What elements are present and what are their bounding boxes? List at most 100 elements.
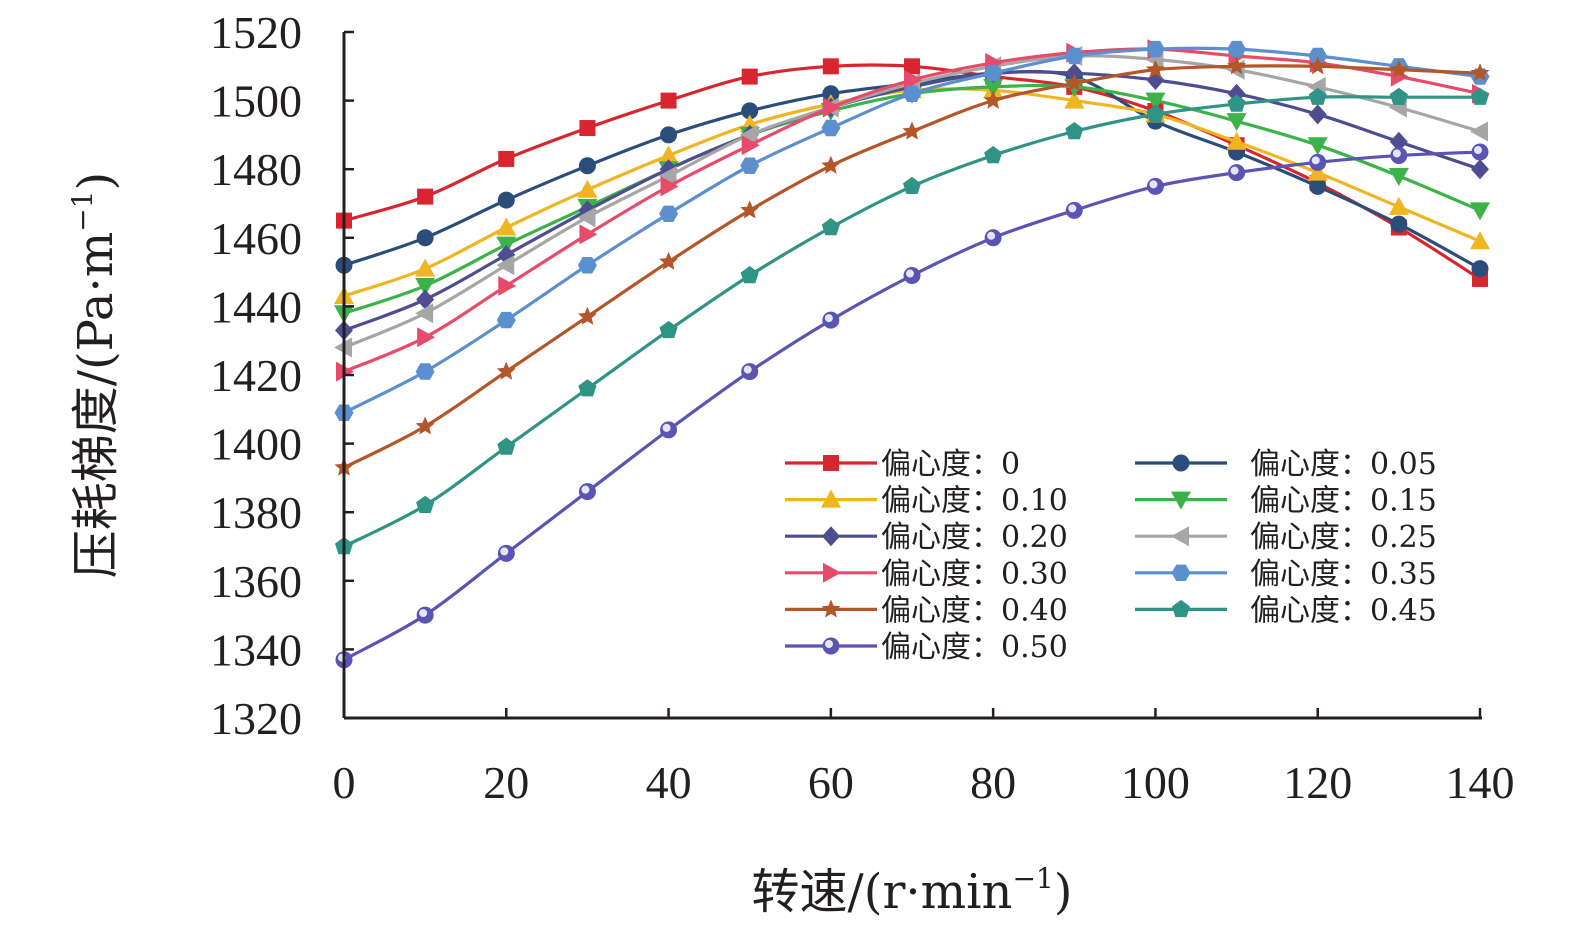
x-axis-title-exponent: −1 <box>1012 862 1053 895</box>
data-point-s2-1 <box>415 258 436 277</box>
x-axis-title-main: 转速/(r·min <box>752 864 1013 920</box>
data-point-s6-2 <box>498 275 517 296</box>
data-point-s0-5 <box>741 68 758 85</box>
data-point-s10-11 <box>1228 164 1246 182</box>
legend-label-8: 偏心度：0.40 <box>881 593 1068 628</box>
data-point-s10-7-highlight <box>906 269 914 278</box>
data-point-s10-14 <box>1471 143 1489 161</box>
data-point-s8-14 <box>1470 63 1490 82</box>
data-point-s10-12-highlight <box>1311 156 1320 165</box>
legend-item-0: 偏心度：0 <box>785 447 1020 482</box>
x-axis-title-end: ) <box>1054 864 1073 920</box>
data-point-s7-9 <box>1064 47 1084 65</box>
series-7 <box>334 40 1490 421</box>
data-point-s7-11 <box>1227 40 1247 58</box>
x-tick-label-5: 100 <box>1121 757 1190 808</box>
y-axis-title-end: ) <box>68 172 124 191</box>
legend-label-1: 偏心度：0.05 <box>1250 447 1437 482</box>
data-point-s5-2 <box>496 255 515 276</box>
x-tick-label-6: 120 <box>1283 757 1352 808</box>
legend-label-0: 偏心度：0 <box>881 447 1020 482</box>
data-point-s1-14 <box>1471 260 1489 278</box>
data-point-s0-2 <box>498 150 515 167</box>
data-point-s0-7 <box>904 58 920 75</box>
legend-item-2: 偏心度：0.10 <box>785 484 1068 519</box>
data-point-s10-5 <box>741 363 759 381</box>
legend-marker-10-highlight <box>825 640 833 648</box>
series-8 <box>334 56 1490 476</box>
y-tick-label-4: 1400 <box>210 419 302 470</box>
data-point-s7-4 <box>659 205 679 222</box>
data-point-s2-2 <box>496 217 517 236</box>
data-point-s10-8-highlight <box>987 231 996 240</box>
data-point-s1-6 <box>822 85 840 103</box>
data-point-s4-9 <box>1065 63 1084 84</box>
data-point-s9-1 <box>416 495 435 513</box>
legend-label-7: 偏心度：0.35 <box>1250 557 1437 592</box>
legend-item-6: 偏心度：0.30 <box>785 557 1068 592</box>
data-point-s10-14-highlight <box>1474 146 1482 155</box>
legend-label-6: 偏心度：0.30 <box>881 557 1068 592</box>
legend-item-9: 偏心度：0.45 <box>1135 593 1437 628</box>
data-point-s8-13 <box>1389 59 1409 78</box>
data-point-s2-12 <box>1307 162 1328 181</box>
legend-marker-8 <box>821 599 841 618</box>
data-point-s1-13 <box>1390 215 1408 233</box>
data-point-s0-4 <box>660 92 677 109</box>
data-point-s9-14 <box>1471 87 1489 105</box>
y-axis-title-main: 压耗梯度/(Pa·m <box>68 232 124 578</box>
data-point-s10-7 <box>903 267 921 285</box>
data-point-s7-5 <box>740 157 760 174</box>
data-point-s10-10 <box>1146 177 1164 195</box>
data-point-s10-2-highlight <box>500 547 509 556</box>
legend-item-5: 偏心度：0.25 <box>1135 520 1437 555</box>
data-point-s8-9 <box>1064 73 1084 92</box>
series-layer <box>334 39 1490 669</box>
data-point-s9-12 <box>1308 87 1327 105</box>
data-point-s4-12 <box>1308 104 1327 125</box>
data-point-s3-8 <box>983 78 1004 97</box>
data-point-s10-13-highlight <box>1392 149 1401 158</box>
data-point-s8-1 <box>415 416 435 435</box>
y-tick-label-5: 1420 <box>210 350 302 401</box>
legend-marker-5 <box>1171 526 1189 547</box>
x-tick-label-4: 80 <box>970 757 1016 808</box>
data-point-s4-1 <box>416 289 435 310</box>
legend-label-10: 偏心度：0.50 <box>881 630 1068 665</box>
data-point-s10-13 <box>1390 146 1408 164</box>
legend-marker-0 <box>823 455 839 471</box>
data-point-s9-5 <box>740 266 759 284</box>
data-point-s3-10 <box>1145 92 1166 111</box>
x-tick-label-0: 0 <box>333 757 356 808</box>
legend-marker-3 <box>1171 491 1191 510</box>
data-point-s0-1 <box>417 188 434 205</box>
legend-marker-2 <box>821 489 841 508</box>
data-point-s8-4 <box>659 251 679 270</box>
legend-item-4: 偏心度：0.20 <box>785 520 1068 555</box>
series-9 <box>335 87 1489 555</box>
data-point-s8-6 <box>821 155 841 174</box>
data-point-s2-13 <box>1388 196 1409 215</box>
data-point-s3-12 <box>1307 137 1328 156</box>
data-point-s9-3 <box>578 379 597 397</box>
tick-labels: 1320134013601380140014201440146014801500… <box>210 7 1515 808</box>
data-point-s7-10 <box>1145 40 1165 58</box>
data-point-s8-10 <box>1145 59 1165 78</box>
y-tick-label-0: 1320 <box>210 693 302 744</box>
legend-label-9: 偏心度：0.45 <box>1250 593 1437 628</box>
data-point-s5-3 <box>577 207 596 228</box>
data-point-s10-6-highlight <box>824 314 833 323</box>
data-point-s7-1 <box>415 363 435 380</box>
legend-item-3: 偏心度：0.15 <box>1135 484 1437 519</box>
y-tick-label-7: 1460 <box>210 213 302 264</box>
legend-item-7: 偏心度：0.35 <box>1135 557 1437 592</box>
legend-item-8: 偏心度：0.40 <box>785 593 1068 628</box>
data-point-s8-8 <box>983 90 1003 109</box>
y-axis-title: 压耗梯度/(Pa·m−1) <box>66 172 124 578</box>
data-point-s8-12 <box>1308 56 1328 75</box>
data-point-s9-8 <box>984 146 1003 164</box>
data-point-s10-3 <box>578 483 596 501</box>
data-point-s7-6 <box>821 119 841 137</box>
legend-marker-1 <box>1172 454 1190 472</box>
data-point-s9-13 <box>1389 87 1408 105</box>
